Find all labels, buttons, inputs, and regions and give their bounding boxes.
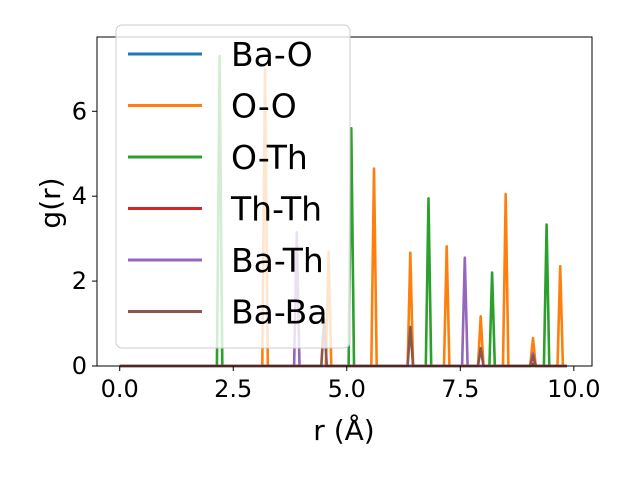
legend: Ba-O O-O O-Th Th-Th Ba-Th Ba-Ba xyxy=(115,24,351,349)
y-tick-label: 0 xyxy=(72,352,87,380)
legend-label: Ba-O xyxy=(231,35,313,74)
legend-label: Ba-Th xyxy=(231,241,324,280)
legend-label: O-Th xyxy=(231,138,308,177)
x-tick-label: 7.5 xyxy=(441,375,479,403)
y-tick-label: 2 xyxy=(72,267,87,295)
y-axis: 0 2 4 6 xyxy=(72,97,97,380)
x-tick-label: 5.0 xyxy=(328,375,366,403)
legend-label: O-O xyxy=(231,87,297,126)
legend-label: Th-Th xyxy=(230,190,322,229)
x-tick-label: 2.5 xyxy=(214,375,252,403)
y-axis-label: g(r) xyxy=(34,177,67,228)
y-tick-label: 4 xyxy=(72,182,87,210)
x-tick-label: 10.0 xyxy=(547,375,600,403)
y-tick-label: 6 xyxy=(72,97,87,125)
legend-label: Ba-Ba xyxy=(231,293,327,332)
x-axis-label: r (Å) xyxy=(313,413,374,447)
x-tick-label: 0.0 xyxy=(101,375,139,403)
x-axis: 0.0 2.5 5.0 7.5 10.0 xyxy=(101,366,601,403)
